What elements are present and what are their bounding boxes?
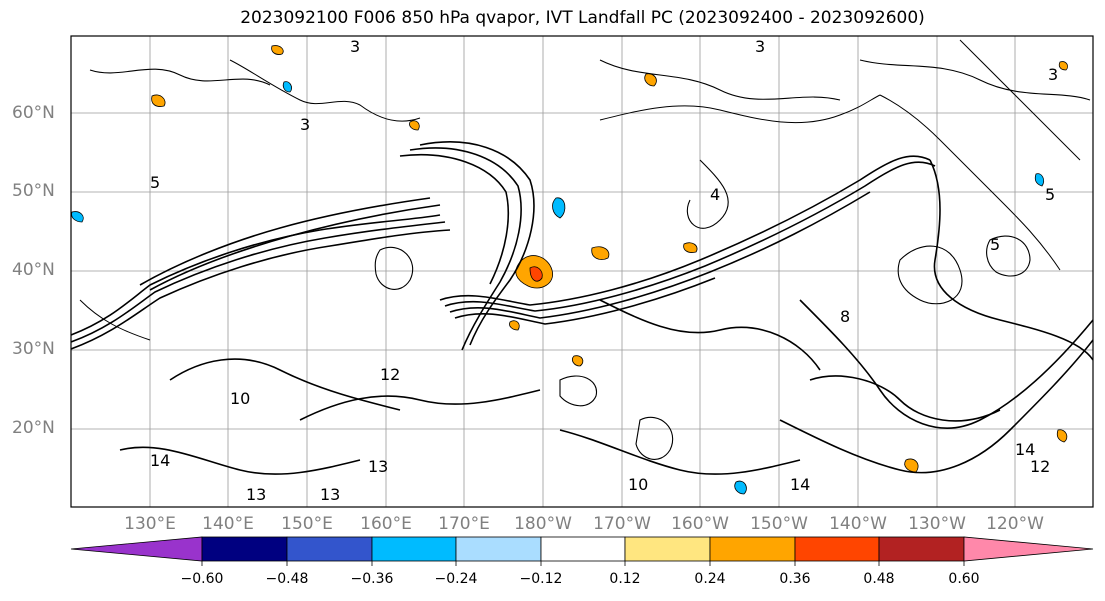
lon-label-160w: 160°W xyxy=(671,514,729,534)
svg-text:13: 13 xyxy=(320,485,340,504)
thin-contours xyxy=(89,59,1091,460)
qvapor-anomaly-fills xyxy=(71,45,1068,495)
graticule xyxy=(71,36,1093,507)
lon-label-150w: 150°W xyxy=(750,514,808,534)
colorbar-tick: 0.48 xyxy=(863,571,895,587)
svg-text:13: 13 xyxy=(246,485,266,504)
lon-label-180w: 180°W xyxy=(514,514,572,534)
svg-text:10: 10 xyxy=(230,389,250,408)
colorbar-tick: −0.48 xyxy=(265,571,309,587)
lon-label-130e: 130°E xyxy=(124,514,176,534)
lon-label-120w: 120°W xyxy=(986,514,1044,534)
svg-text:3: 3 xyxy=(755,37,765,56)
colorbar-tick: −0.12 xyxy=(519,571,563,587)
colorbar-tick: 0.60 xyxy=(948,571,980,587)
svg-text:14: 14 xyxy=(790,475,810,494)
contour-lines xyxy=(71,141,1093,475)
colorbar xyxy=(70,536,1094,566)
svg-text:5: 5 xyxy=(1045,185,1055,204)
lon-label-170w: 170°W xyxy=(593,514,651,534)
colorbar-tick: −0.24 xyxy=(434,571,478,587)
colorbar-tick: −0.36 xyxy=(350,571,394,587)
contour-labels: 3 3 3 4 5 5 3 5 8 12 12 14 13 13 13 14 1… xyxy=(150,37,1058,504)
svg-text:3: 3 xyxy=(350,37,360,56)
svg-text:3: 3 xyxy=(300,115,310,134)
svg-text:8: 8 xyxy=(840,307,850,326)
lat-label-60n: 60°N xyxy=(12,103,55,123)
lon-label-130w: 130°W xyxy=(908,514,966,534)
colorbar-tick: 0.12 xyxy=(609,571,641,587)
lon-label-160e: 160°E xyxy=(360,514,412,534)
colorbar-tick: 0.36 xyxy=(779,571,811,587)
lon-label-140w: 140°W xyxy=(829,514,887,534)
map-title: 2023092100 F006 850 hPa qvapor, IVT Land… xyxy=(240,8,925,28)
svg-text:3: 3 xyxy=(1048,65,1058,84)
svg-text:5: 5 xyxy=(990,235,1000,254)
svg-text:12: 12 xyxy=(380,365,400,384)
colorbar-tick: 0.24 xyxy=(694,571,726,587)
svg-text:5: 5 xyxy=(150,173,160,192)
lat-label-30n: 30°N xyxy=(12,339,55,359)
svg-text:13: 13 xyxy=(368,457,388,476)
lon-label-140e: 140°E xyxy=(202,514,254,534)
svg-text:10: 10 xyxy=(628,475,648,494)
svg-text:4: 4 xyxy=(710,185,720,204)
lon-label-170e: 170°E xyxy=(438,514,490,534)
colorbar-tick: −0.60 xyxy=(180,571,224,587)
svg-text:14: 14 xyxy=(1015,440,1035,459)
svg-text:12: 12 xyxy=(1030,457,1050,476)
lon-label-150e: 150°E xyxy=(281,514,333,534)
svg-text:14: 14 xyxy=(150,451,170,470)
lat-label-20n: 20°N xyxy=(12,418,55,438)
map-panel: 3 3 3 4 5 5 3 5 8 12 12 14 13 13 13 14 1… xyxy=(70,35,1094,508)
coastlines xyxy=(79,39,1081,341)
lat-label-40n: 40°N xyxy=(12,260,55,280)
lat-label-50n: 50°N xyxy=(12,181,55,201)
